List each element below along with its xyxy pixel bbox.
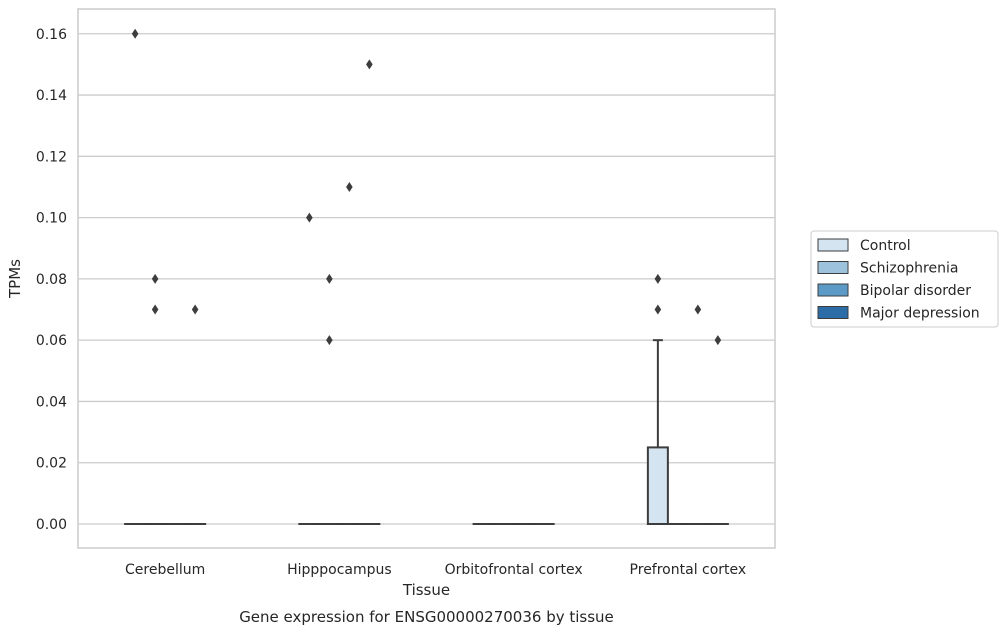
legend: Control Schizophrenia Bipolar disorder Majo… [811, 231, 998, 327]
chart-caption: Gene expression for ENSG00000270036 by t… [239, 608, 614, 626]
x-tick-label: Prefrontal cortex [630, 562, 747, 578]
box-layer [125, 340, 728, 524]
y-tick-label: 0.14 [36, 88, 67, 104]
y-axis-ticks: 0.00 0.02 0.04 0.06 0.08 0.10 0.12 0.14 0.16 [36, 27, 67, 533]
outlier-layer [132, 29, 721, 345]
outlier-point [152, 274, 159, 284]
outlier-point [306, 213, 313, 223]
y-tick-label: 0.00 [36, 517, 67, 533]
x-tick-label: Orbitofrontal cortex [445, 562, 583, 578]
legend-swatch [818, 284, 848, 296]
y-tick-label: 0.10 [36, 211, 67, 227]
y-tick-label: 0.04 [36, 394, 67, 410]
y-tick-label: 0.16 [36, 27, 67, 43]
legend-label: Control [860, 238, 911, 254]
outlier-point [132, 29, 139, 39]
x-axis-label: Tissue [402, 581, 450, 599]
y-tick-label: 0.12 [36, 149, 67, 165]
outlier-point [655, 274, 662, 284]
legend-label: Schizophrenia [860, 261, 958, 277]
legend-swatch [818, 262, 848, 274]
legend-swatch [818, 239, 848, 251]
outlier-point [366, 59, 373, 69]
outlier-point [715, 335, 722, 345]
box-body [648, 447, 668, 524]
legend-label: Bipolar disorder [860, 283, 971, 299]
x-tick-label: Hipppocampus [287, 562, 392, 578]
outlier-point [346, 182, 353, 192]
box-control [648, 340, 668, 524]
x-tick-label: Cerebellum [125, 562, 205, 578]
legend-swatch [818, 307, 848, 319]
legend-label: Major depression [860, 306, 980, 322]
x-axis-ticks: Cerebellum Hipppocampus Orbitofrontal cort… [125, 562, 746, 578]
y-tick-label: 0.06 [36, 333, 67, 349]
y-tick-label: 0.08 [36, 272, 67, 288]
outlier-point [326, 274, 333, 284]
outlier-point [192, 305, 199, 315]
grid-layer [78, 34, 775, 524]
outlier-point [152, 305, 159, 315]
outlier-point [695, 305, 702, 315]
y-tick-label: 0.02 [36, 456, 67, 472]
outlier-point [326, 335, 333, 345]
outlier-point [655, 305, 662, 315]
y-axis-label: TPMs [6, 259, 24, 299]
